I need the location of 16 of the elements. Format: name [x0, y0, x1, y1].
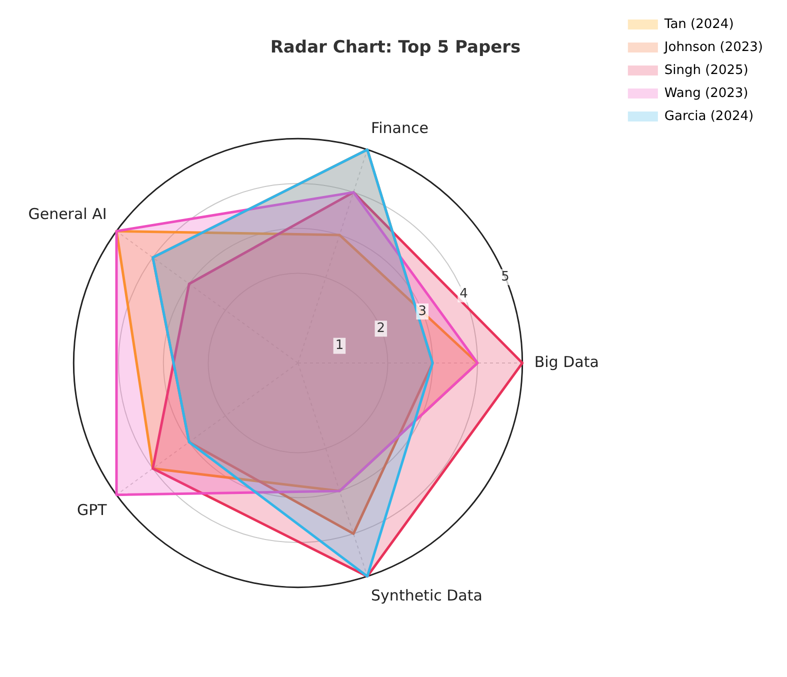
- y-tick-label: 4: [460, 286, 468, 302]
- y-tick-label: 5: [501, 270, 510, 285]
- y-tick-label: 2: [376, 321, 386, 336]
- legend-label: Wang (2023): [664, 86, 748, 101]
- legend-label: Singh (2025): [664, 62, 748, 78]
- y-tick-label: 1: [335, 338, 344, 354]
- legend-label: Tan (2024): [663, 16, 734, 32]
- text: Radar Chart: Top 5 Papers: [270, 38, 521, 58]
- y-tick-label: 3: [418, 304, 426, 319]
- spoke-label: Synthetic Data: [371, 586, 482, 605]
- spoke-label: Big Data: [534, 352, 599, 371]
- spoke-label: General AI: [28, 204, 107, 223]
- legend-label: Johnson (2023): [663, 40, 763, 55]
- spoke-label: GPT: [76, 500, 108, 519]
- spoke-label: Finance: [371, 119, 428, 138]
- legend-label: Garcia (2024): [664, 108, 754, 124]
